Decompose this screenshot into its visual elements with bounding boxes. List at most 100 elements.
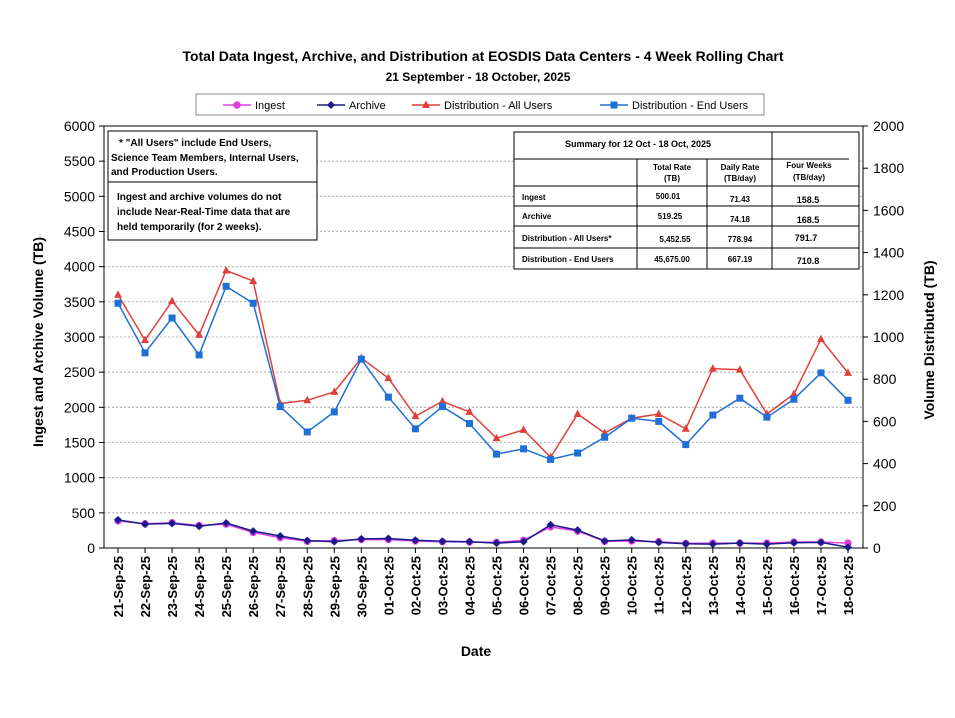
summary-col-daily: Daily Rate (721, 163, 760, 172)
summary-row-ingest-label: Ingest (522, 193, 546, 202)
x-tick-label: 12-Oct-25 (679, 556, 694, 615)
x-tick-label: 27-Sep-25 (273, 556, 288, 617)
legend-marker (610, 101, 618, 109)
data-point-distribution-end-users (520, 445, 528, 453)
data-point-distribution-end-users (493, 450, 501, 458)
data-point-archive (141, 520, 150, 529)
x-tick-label: 15-Oct-25 (760, 556, 775, 615)
x-tick-label: 05-Oct-25 (490, 556, 505, 615)
summary-row-dist-all-weeks: 791.7 (795, 233, 818, 243)
data-point-distribution-end-users (114, 299, 122, 307)
right-axis: 0 200 400 600 800 1000 1200 1400 1600 1800 2000 (863, 118, 904, 556)
summary-col-daily-unit: (TB/day) (724, 174, 756, 183)
x-tick-label: 03-Oct-25 (435, 556, 450, 615)
left-axis: 0 500 1000 1500 2000 2500 3000 3500 4000 4500 5000… (64, 118, 104, 556)
all-users-note-line-1: * "All Users" include End Users, (119, 138, 272, 149)
summary-col-total-unit: (TB) (664, 174, 680, 183)
data-point-archive (411, 536, 420, 545)
x-tick-label: 25-Sep-25 (219, 556, 234, 617)
data-point-distribution-end-users (547, 455, 555, 463)
data-point-distribution-all-users (249, 276, 258, 285)
data-point-distribution-all-users (789, 389, 798, 397)
data-point-distribution-end-users (709, 411, 717, 419)
data-point-distribution-end-users (655, 417, 663, 425)
series-distribution-end-users (114, 282, 852, 463)
data-point-archive (681, 539, 690, 548)
data-point-distribution-all-users (654, 409, 663, 418)
nrt-note-line-3: held temporarily (for 2 weeks). (117, 222, 262, 233)
data-point-archive (357, 534, 366, 543)
summary-row-dist-end-daily: 667.19 (728, 255, 753, 264)
summary-row-archive-total: 519.25 (658, 212, 683, 221)
x-tick-label: 06-Oct-25 (517, 556, 532, 615)
right-tick-label: 200 (873, 498, 897, 514)
x-tick-label: 01-Oct-25 (381, 556, 396, 615)
left-tick-label: 2500 (64, 364, 95, 380)
data-point-distribution-end-users (763, 413, 771, 421)
data-point-distribution-end-users (330, 408, 338, 416)
data-point-archive (600, 536, 609, 545)
summary-row-dist-all-label: Distribution - All Users* (522, 234, 612, 243)
nrt-note-box (107, 181, 318, 241)
data-point-distribution-all-users (141, 335, 150, 344)
x-tick-label: 23-Sep-25 (165, 556, 180, 617)
data-point-archive (762, 540, 771, 549)
x-tick-label: 13-Oct-25 (706, 556, 721, 615)
data-point-distribution-end-users (222, 282, 230, 290)
data-point-archive (222, 519, 231, 528)
left-tick-label: 4000 (64, 259, 95, 275)
data-point-archive (519, 537, 528, 546)
data-point-archive (114, 515, 122, 524)
series-line-distribution-all-users (117, 269, 849, 459)
right-tick-label: 400 (873, 456, 897, 472)
data-point-distribution-all-users (384, 373, 393, 382)
series-line-distribution-end-users (117, 285, 849, 461)
data-point-distribution-all-users (303, 395, 312, 404)
data-point-distribution-all-users (330, 387, 339, 395)
legend-item-archive: Archive (317, 100, 386, 112)
data-point-archive (708, 540, 717, 549)
left-tick-label: 6000 (64, 118, 95, 134)
data-point-distribution-end-users (628, 414, 636, 422)
x-tick-label: 16-Oct-25 (787, 556, 802, 615)
nrt-note-line-1: Ingest and archive volumes do not (117, 192, 282, 203)
nrt-note-line-2: include Near-Real-Time data that are (117, 207, 291, 218)
data-point-distribution-all-users (708, 364, 717, 372)
data-point-distribution-all-users (222, 266, 231, 274)
data-point-distribution-all-users (519, 425, 528, 433)
left-tick-label: 4500 (64, 224, 95, 240)
data-point-distribution-end-users (817, 369, 825, 377)
data-point-distribution-end-users (736, 394, 744, 402)
x-tick-label: 22-Sep-25 (138, 556, 153, 617)
x-tick-label: 18-Oct-25 (841, 556, 856, 615)
summary-table: Summary for 12 Oct - 18 Oct, 2025 Total … (513, 131, 860, 270)
summary-row-dist-all-daily: 778.94 (728, 235, 753, 244)
summary-row-archive-label: Archive (522, 212, 552, 221)
left-tick-label: 2000 (64, 399, 95, 415)
x-axis-label: Date (461, 643, 492, 659)
x-tick-label: 11-Oct-25 (652, 556, 667, 615)
x-tick-label: 04-Oct-25 (462, 556, 477, 615)
data-point-distribution-end-users (601, 433, 609, 441)
x-tick-label: 30-Sep-25 (354, 556, 369, 617)
legend-marker (422, 100, 430, 108)
data-point-archive (168, 519, 177, 528)
data-point-archive (195, 522, 204, 531)
data-point-archive (492, 539, 501, 548)
chart-title: Total Data Ingest, Archive, and Distribu… (182, 48, 783, 64)
summary-col-weeks: Four Weeks (786, 161, 832, 170)
x-axis: 21-Sep-25 22-Sep-25 23-Sep-25 24-Sep-25 25-S… (111, 548, 856, 617)
data-point-archive (654, 538, 663, 547)
x-tick-label: 26-Sep-25 (246, 556, 261, 617)
x-tick-label: 28-Sep-25 (300, 556, 315, 617)
summary-row-dist-all-total: 5,452.55 (659, 235, 691, 244)
summary-col-weeks-unit: (TB/day) (793, 173, 825, 182)
data-point-archive (735, 539, 744, 548)
data-point-archive (249, 527, 258, 536)
x-tick-label: 09-Oct-25 (598, 556, 613, 615)
data-point-archive (789, 538, 798, 547)
data-point-distribution-all-users (114, 290, 122, 298)
summary-row-ingest-daily: 71.43 (730, 195, 751, 204)
